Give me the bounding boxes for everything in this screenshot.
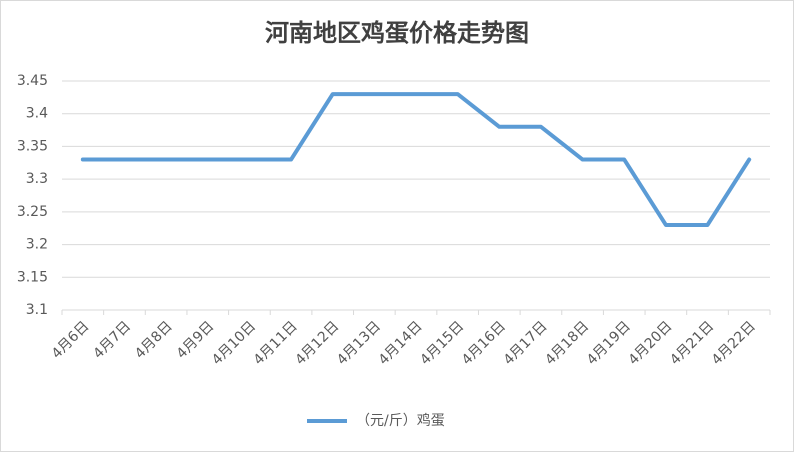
legend-label: （元/斤）鸡蛋 bbox=[356, 412, 445, 429]
y-tick-label: 3.25 bbox=[17, 204, 48, 220]
y-tick-label: 3.35 bbox=[17, 138, 48, 154]
y-tick-label: 3.3 bbox=[26, 171, 48, 187]
y-tick-label: 3.1 bbox=[26, 302, 48, 318]
y-tick-label: 3.2 bbox=[26, 237, 48, 253]
y-tick-label: 3.45 bbox=[17, 73, 48, 89]
y-tick-label: 3.15 bbox=[17, 269, 48, 285]
y-tick-label: 3.4 bbox=[26, 106, 48, 122]
chart-title: 河南地区鸡蛋价格走势图 bbox=[265, 19, 529, 47]
data-line bbox=[80, 92, 752, 227]
